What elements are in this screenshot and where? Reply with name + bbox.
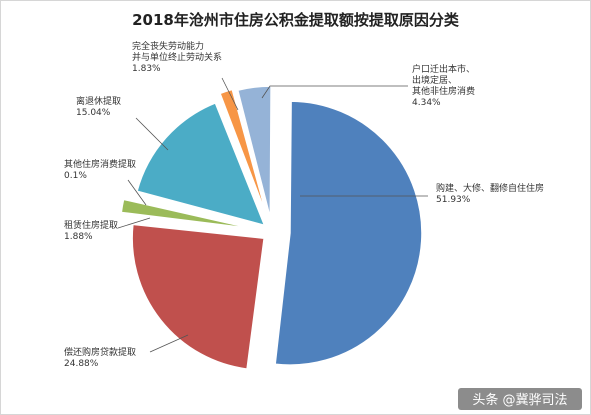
slice-name-label: 户口迁出本市、 bbox=[412, 63, 475, 75]
slice-name-label: 并与单位终止劳动关系 bbox=[132, 51, 222, 63]
pie-slice bbox=[120, 198, 253, 230]
slice-label: 购建、大修、翻修自住住房 51.93% bbox=[436, 182, 544, 205]
pie-slice bbox=[131, 223, 265, 370]
leader-line bbox=[117, 217, 151, 229]
leader-line bbox=[221, 77, 239, 111]
slice-label: 户口迁出本市、出境定居、其他非住房消费 4.34% bbox=[412, 63, 475, 108]
pie-slice bbox=[274, 100, 423, 366]
slice-value-label: 15.04% bbox=[76, 108, 111, 118]
leader-line bbox=[149, 334, 189, 353]
slice-label: 完全丧失劳动能力并与单位终止劳动关系 1.83% bbox=[132, 40, 222, 74]
slice-name-label: 完全丧失劳动能力 bbox=[132, 40, 204, 52]
watermark-background bbox=[458, 388, 582, 410]
pie-slices bbox=[120, 85, 423, 370]
slice-labels: 购建、大修、翻修自住住房 51.93%偿还购房贷款提取 24.88%租赁住房提取 1.… bbox=[64, 40, 544, 369]
watermark-text: 头条 @冀骅司法 bbox=[472, 392, 567, 408]
pie-slice bbox=[136, 101, 266, 227]
slice-label: 租赁住房提取 1.88% bbox=[64, 219, 118, 242]
slice-value-label: 4.34% bbox=[412, 98, 441, 108]
leader-line bbox=[261, 85, 408, 99]
chart-title: 2018年沧州市住房公积金提取额按提取原因分类 bbox=[132, 11, 459, 29]
slice-value-label: 1.88% bbox=[64, 232, 93, 242]
slice-value-label: 51.93% bbox=[436, 195, 471, 205]
pie-slice bbox=[121, 193, 251, 228]
slice-value-label: 1.83% bbox=[132, 64, 161, 74]
leader-lines bbox=[117, 77, 428, 353]
slice-label: 偿还购房贷款提取 24.88% bbox=[64, 346, 136, 369]
slice-label: 离退休提取 15.04% bbox=[76, 95, 121, 118]
leader-line bbox=[135, 117, 169, 151]
slice-name-label: 租赁住房提取 bbox=[64, 219, 118, 231]
slice-name-label: 购建、大修、翻修自住住房 bbox=[436, 182, 544, 194]
watermark: 头条 @冀骅司法 bbox=[458, 388, 582, 410]
slice-name-label: 离退休提取 bbox=[76, 95, 121, 107]
slice-name-label: 出境定居、 bbox=[412, 74, 457, 86]
slice-name-label: 其他非住房消费 bbox=[412, 85, 475, 97]
slice-value-label: 24.88% bbox=[64, 359, 99, 369]
slice-label: 其他住房消费提取 0.1% bbox=[64, 158, 136, 181]
slice-value-label: 0.1% bbox=[64, 171, 87, 181]
pie-slice bbox=[219, 88, 268, 218]
leader-line bbox=[127, 179, 147, 206]
slice-name-label: 其他住房消费提取 bbox=[64, 158, 136, 170]
slice-name-label: 偿还购房贷款提取 bbox=[64, 346, 136, 358]
